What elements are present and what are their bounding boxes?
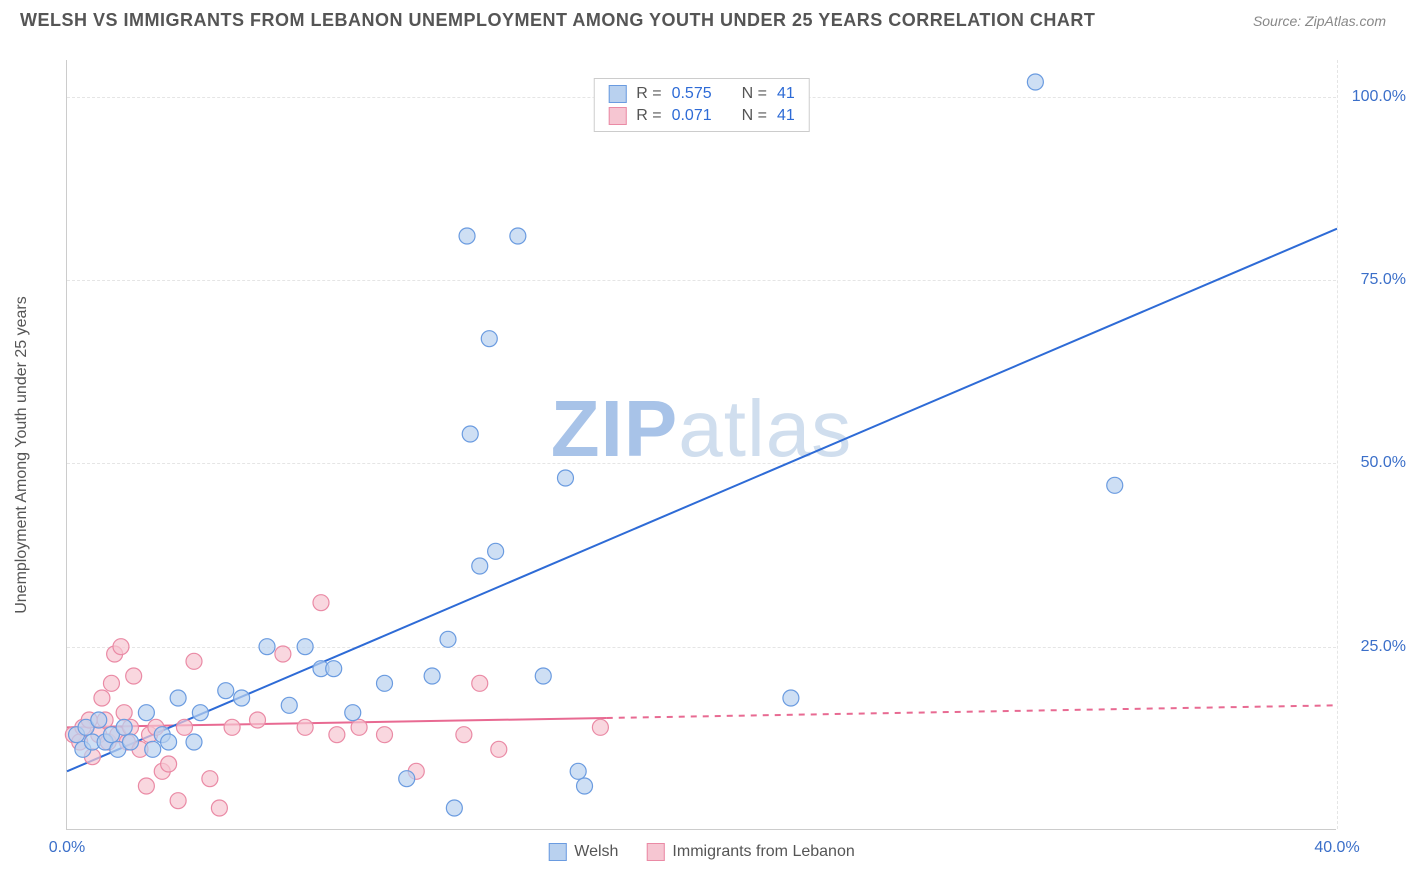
scatter-point	[577, 778, 593, 794]
legend-item: Immigrants from Lebanon	[646, 843, 854, 861]
scatter-point	[176, 719, 192, 735]
scatter-point	[491, 741, 507, 757]
legend-label: Immigrants from Lebanon	[672, 843, 854, 861]
scatter-point	[377, 675, 393, 691]
scatter-point	[446, 800, 462, 816]
scatter-point	[472, 675, 488, 691]
stat-n-value: 41	[777, 85, 795, 103]
scatter-point	[570, 763, 586, 779]
stats-legend: R = 0.575 N = 41 R = 0.071 N = 41	[593, 78, 810, 132]
scatter-point	[116, 719, 132, 735]
scatter-point	[440, 631, 456, 647]
scatter-point	[456, 727, 472, 743]
scatter-point	[557, 470, 573, 486]
legend-label: Welsh	[574, 843, 618, 861]
scatter-point	[592, 719, 608, 735]
stats-row: R = 0.071 N = 41	[594, 105, 809, 127]
scatter-point	[481, 331, 497, 347]
legend-swatch	[608, 85, 626, 103]
y-tick-label: 50.0%	[1346, 454, 1406, 472]
scatter-point	[297, 639, 313, 655]
scatter-point	[275, 646, 291, 662]
legend-swatch	[548, 843, 566, 861]
chart-container: Unemployment Among Youth under 25 years …	[50, 45, 1390, 865]
gridline-v	[1337, 60, 1338, 829]
plot-svg	[67, 60, 1336, 829]
scatter-point	[462, 426, 478, 442]
scatter-point	[377, 727, 393, 743]
scatter-point	[1107, 477, 1123, 493]
y-tick-label: 100.0%	[1346, 88, 1406, 106]
scatter-point	[459, 228, 475, 244]
stat-r-label: R =	[636, 107, 661, 125]
scatter-point	[351, 719, 367, 735]
scatter-point	[91, 712, 107, 728]
bottom-legend: Welsh Immigrants from Lebanon	[548, 843, 854, 861]
scatter-point	[161, 734, 177, 750]
scatter-point	[186, 734, 202, 750]
scatter-point	[123, 734, 139, 750]
stat-n-label: N =	[742, 85, 767, 103]
scatter-point	[138, 705, 154, 721]
scatter-point	[345, 705, 361, 721]
scatter-point	[116, 705, 132, 721]
chart-title: WELSH VS IMMIGRANTS FROM LEBANON UNEMPLO…	[20, 10, 1095, 31]
legend-swatch	[646, 843, 664, 861]
scatter-point	[488, 543, 504, 559]
scatter-point	[424, 668, 440, 684]
scatter-point	[126, 668, 142, 684]
header: WELSH VS IMMIGRANTS FROM LEBANON UNEMPLO…	[0, 0, 1406, 31]
scatter-point	[224, 719, 240, 735]
scatter-point	[186, 653, 202, 669]
scatter-point	[326, 661, 342, 677]
scatter-point	[1027, 74, 1043, 90]
x-tick-label: 0.0%	[49, 839, 85, 857]
scatter-point	[103, 675, 119, 691]
trendline-extrapolated	[607, 705, 1337, 718]
stat-r-value: 0.575	[672, 85, 712, 103]
legend-swatch	[608, 107, 626, 125]
stat-n-value: 41	[777, 107, 795, 125]
scatter-point	[250, 712, 266, 728]
trendline	[67, 229, 1337, 772]
scatter-point	[113, 639, 129, 655]
scatter-point	[211, 800, 227, 816]
scatter-point	[259, 639, 275, 655]
scatter-point	[535, 668, 551, 684]
stat-r-label: R =	[636, 85, 661, 103]
scatter-point	[510, 228, 526, 244]
plot-area: ZIPatlas R =0.575N =41R =0.071N =41 Wels…	[66, 60, 1336, 830]
stat-n-label: N =	[742, 107, 767, 125]
x-tick-label: 40.0%	[1314, 839, 1359, 857]
scatter-point	[783, 690, 799, 706]
stat-r-value: 0.071	[672, 107, 712, 125]
legend-item: Welsh	[548, 843, 618, 861]
scatter-point	[472, 558, 488, 574]
y-tick-label: 25.0%	[1346, 638, 1406, 656]
scatter-point	[399, 771, 415, 787]
scatter-point	[202, 771, 218, 787]
y-tick-label: 75.0%	[1346, 271, 1406, 289]
stats-row: R = 0.575 N = 41	[594, 83, 809, 105]
scatter-point	[94, 690, 110, 706]
scatter-point	[218, 683, 234, 699]
scatter-point	[170, 793, 186, 809]
scatter-point	[329, 727, 345, 743]
scatter-point	[192, 705, 208, 721]
y-axis-label: Unemployment Among Youth under 25 years	[13, 296, 31, 614]
scatter-point	[281, 697, 297, 713]
scatter-point	[313, 595, 329, 611]
source-label: Source: ZipAtlas.com	[1253, 13, 1386, 29]
scatter-point	[161, 756, 177, 772]
scatter-point	[297, 719, 313, 735]
scatter-point	[234, 690, 250, 706]
scatter-point	[145, 741, 161, 757]
scatter-point	[170, 690, 186, 706]
scatter-point	[138, 778, 154, 794]
